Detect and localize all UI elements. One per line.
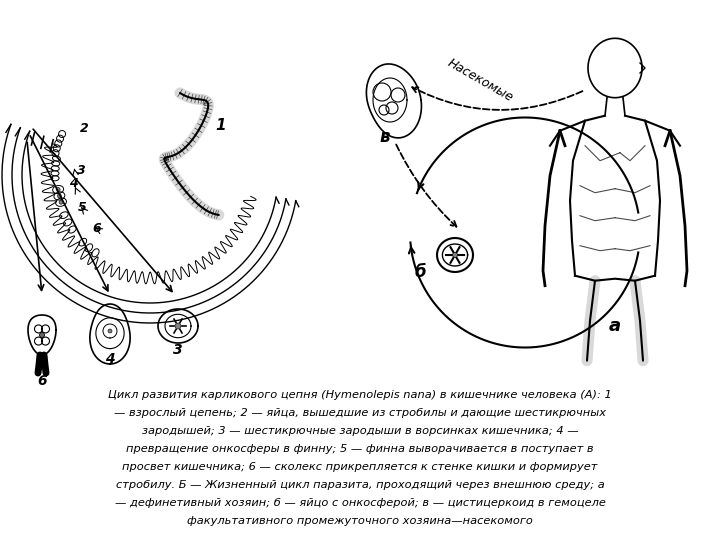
Text: 3: 3 (174, 343, 183, 357)
Text: — дефинетивный хозяин; б — яйцо с онкосферой; в — цистицеркоид в гемоцеле: — дефинетивный хозяин; б — яйцо с онкосф… (114, 498, 606, 508)
Circle shape (58, 194, 61, 198)
Text: 3: 3 (77, 164, 86, 177)
Circle shape (175, 323, 181, 329)
Text: 6: 6 (37, 374, 47, 388)
Text: — взрослый цепень; 2 — яйца, вышедшие из стробилы и дающие шестикрючных: — взрослый цепень; 2 — яйца, вышедшие из… (114, 408, 606, 418)
Text: факультативного промежуточного хозяина—насекомого: факультативного промежуточного хозяина—н… (187, 516, 533, 526)
Text: 2: 2 (81, 122, 89, 134)
Text: в: в (379, 128, 390, 146)
Circle shape (56, 187, 60, 192)
Text: просвет кишечника; 6 — сколекс прикрепляется к стенке кишки и формирует: просвет кишечника; 6 — сколекс прикрепля… (122, 462, 598, 472)
Text: зародышей; 3 — шестикрючные зародыши в ворсинках кишечника; 4 —: зародышей; 3 — шестикрючные зародыши в в… (142, 426, 578, 436)
Text: 6: 6 (93, 222, 102, 235)
Text: 4: 4 (105, 352, 114, 366)
Text: превращение онкосферы в финну; 5 — финна выворачивается в поступает в: превращение онкосферы в финну; 5 — финна… (126, 444, 594, 454)
Text: 1: 1 (215, 118, 225, 133)
Text: стробилу. Б — Жизненный цикл паразита, проходящий через внешнюю среду; а: стробилу. Б — Жизненный цикл паразита, п… (116, 480, 604, 490)
Circle shape (40, 333, 45, 338)
Circle shape (452, 253, 457, 258)
Circle shape (59, 200, 63, 204)
Text: а: а (609, 316, 621, 335)
Text: 5: 5 (78, 201, 86, 214)
Text: Цикл развития карликового цепня (Hymenolepis nana) в кишечнике человека (А): 1: Цикл развития карликового цепня (Hymenol… (108, 390, 612, 400)
Circle shape (108, 329, 112, 333)
Text: Насекомые: Насекомые (445, 56, 516, 104)
Text: 4: 4 (68, 177, 78, 190)
Text: б: б (414, 263, 426, 281)
